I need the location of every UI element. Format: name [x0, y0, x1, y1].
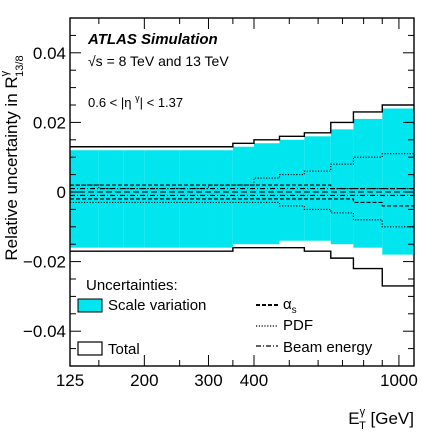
legend-alpha-s-label: αs	[283, 296, 297, 316]
y-tick-label: −0.04	[23, 322, 66, 341]
ticks-layer	[69, 17, 415, 367]
y-tick-label: 0.04	[33, 44, 66, 63]
legend-title: Uncertainties:	[86, 277, 178, 294]
x-axis-label: Eγ T [GeV]	[348, 406, 414, 432]
y-tick-label: 0	[57, 183, 66, 202]
x-tick-label: 300	[194, 371, 222, 390]
legend-beam-energy-label: Beam energy	[283, 339, 373, 356]
legend-total-label: Total	[108, 341, 140, 358]
x-tick-label: 400	[240, 371, 268, 390]
tick-labels-layer: 125 200 300 400 1000 −0.04 −0.02 0 0.02 0.04	[23, 44, 418, 390]
scale-variation-band-bin	[253, 143, 280, 245]
total-upper-line	[70, 104, 414, 148]
legend-scale-variation-swatch	[77, 298, 103, 313]
scale-variation-band-bin	[353, 118, 383, 248]
x-tick-label: 1000	[380, 371, 418, 390]
alpha-s-lower-line	[70, 198, 414, 207]
legend-scale-variation-label: Scale variation	[108, 297, 206, 314]
y-tick-label: −0.02	[23, 253, 66, 272]
y-tick-label: 0.02	[33, 113, 66, 132]
total-lower-line	[70, 246, 414, 287]
y-axis-label: Relative uncertainty in Rγ 13/8	[0, 55, 26, 260]
legend-pdf-label: PDF	[283, 317, 313, 334]
scale-variation-band-bin	[382, 108, 414, 255]
experiment-label: ATLAS Simulation	[87, 31, 218, 48]
scale-variation-band-bin	[330, 129, 354, 245]
x-tick-label: 200	[130, 371, 158, 390]
region-label: 0.6 < |η γ| < 1.37	[88, 93, 183, 110]
pdf-lower-line	[70, 201, 414, 228]
energy-label: √s = 8 TeV and 13 TeV	[88, 53, 229, 69]
lines-layer	[70, 104, 414, 287]
scale-variation-band-bin	[279, 139, 305, 241]
legend-total-swatch	[77, 341, 103, 356]
x-tick-label: 125	[56, 371, 84, 390]
bands-layer	[70, 108, 414, 255]
